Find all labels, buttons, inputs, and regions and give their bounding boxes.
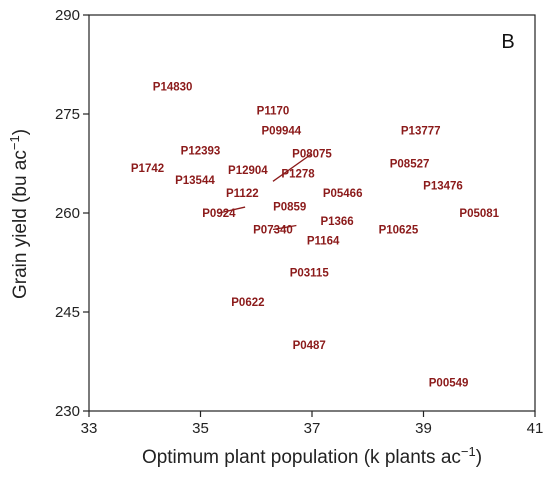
point-label: P13777 — [401, 126, 441, 138]
point-label: P13544 — [175, 175, 215, 187]
y-tick-label: 290 — [55, 7, 80, 24]
x-axis-title-suffix: ) — [476, 447, 482, 468]
label-leader-line — [272, 153, 313, 182]
x-axis-ticks: 33 35 37 39 41 — [81, 411, 544, 437]
point-label: P00549 — [429, 378, 469, 390]
point-label: P14830 — [153, 81, 193, 93]
point-label: P1122 — [226, 188, 259, 200]
point-label: P09944 — [262, 126, 302, 138]
x-axis-title: Optimum plant population (k plants ac−1) — [142, 444, 482, 468]
point-label: P10625 — [379, 225, 419, 237]
x-tick-label: 35 — [192, 420, 209, 437]
point-label: P08075 — [292, 149, 332, 161]
panel-label: B — [501, 31, 514, 53]
y-axis-title-suffix: ) — [10, 129, 31, 135]
label-leader-line — [218, 206, 246, 214]
y-tick-label: 260 — [55, 205, 80, 222]
y-tick-label: 245 — [55, 304, 80, 321]
y-axis-title-main: Grain yield (bu ac — [10, 150, 31, 299]
point-label: P0487 — [293, 340, 326, 352]
point-label: P08527 — [390, 159, 430, 171]
point-label: P12904 — [228, 165, 268, 177]
point-label: P0924 — [202, 208, 236, 220]
data-points: P14830 P1170 P09944 P13777 P12393 P08075 P0852… — [131, 81, 500, 389]
point-label: P07340 — [253, 225, 293, 237]
y-axis-title: Grain yield (bu ac−1) — [7, 129, 31, 299]
x-tick-label: 41 — [527, 420, 544, 437]
x-tick-label: 39 — [415, 420, 432, 437]
point-label: P0622 — [231, 297, 264, 309]
point-label: P1170 — [257, 106, 290, 118]
y-axis-title-sup: −1 — [7, 135, 22, 150]
point-label: P13476 — [423, 180, 463, 192]
label-leader-line — [272, 224, 297, 231]
point-label: P12393 — [181, 145, 221, 157]
x-axis-title-main: Optimum plant population (k plants ac — [142, 447, 461, 468]
point-label: P0859 — [273, 201, 306, 213]
x-tick-label: 33 — [81, 420, 98, 437]
point-label: P1742 — [131, 163, 164, 175]
point-label: P03115 — [290, 267, 330, 279]
y-tick-label: 275 — [55, 106, 80, 123]
point-label: P05081 — [459, 208, 499, 220]
x-tick-label: 37 — [304, 420, 321, 437]
point-label: P1278 — [281, 168, 315, 180]
point-label: P1164 — [307, 236, 340, 248]
point-label: P1366 — [320, 216, 353, 228]
y-axis-ticks: 230 245 260 275 290 — [55, 7, 89, 420]
point-label: P05466 — [323, 188, 363, 200]
y-tick-label: 230 — [55, 403, 80, 420]
x-axis-title-sup: −1 — [461, 444, 476, 459]
